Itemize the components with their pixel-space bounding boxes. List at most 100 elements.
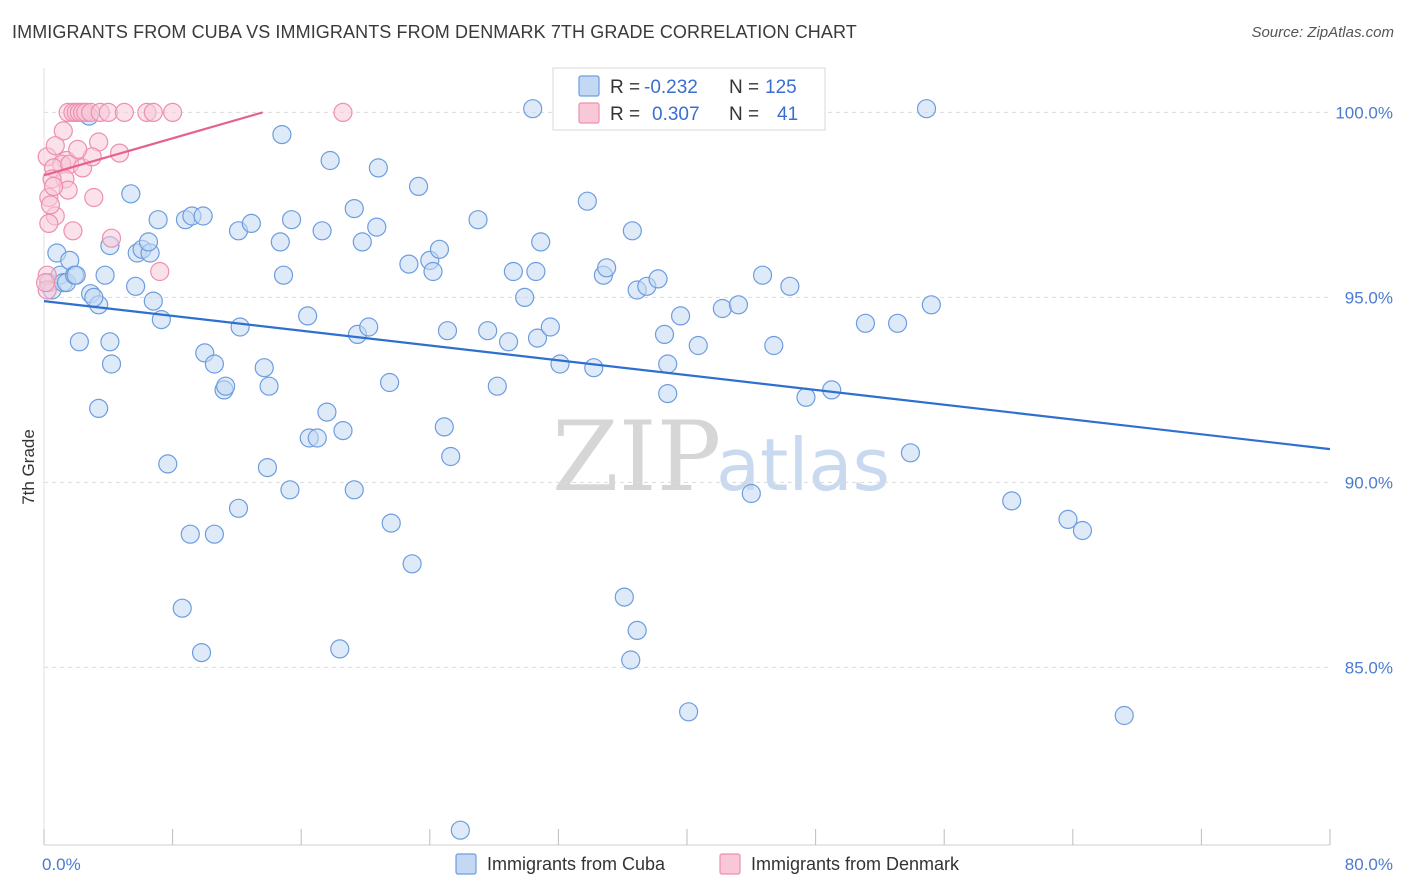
data-point [138, 232, 159, 252]
data-point [916, 99, 937, 119]
data-point [344, 480, 364, 500]
data-point [822, 380, 842, 400]
data-point [1002, 491, 1022, 511]
y-tick-labels: 85.0% 90.0% 95.0% 100.0% [1335, 103, 1393, 677]
correlation-legend: R = -0.232 N = 125 R = 0.307 N = 41 [552, 67, 826, 131]
data-point [1058, 509, 1078, 530]
data-point [352, 232, 372, 252]
data-point [148, 210, 168, 230]
data-point [503, 261, 523, 282]
data-point [441, 446, 461, 467]
data-point [270, 232, 290, 252]
data-point [434, 417, 454, 437]
data-point [679, 702, 699, 722]
trend-lines [43, 111, 1331, 451]
x-tick-labels: 0.0% 80.0% [42, 855, 1393, 874]
legend-r-label-denmark: R = [610, 104, 640, 125]
bottom-legend-label-denmark: Immigrants from Denmark [751, 854, 960, 874]
data-point [320, 150, 340, 171]
data-point [45, 136, 65, 156]
data-point [307, 428, 327, 448]
data-point [280, 480, 300, 500]
data-point [399, 254, 419, 274]
data-point [100, 332, 120, 352]
data-point [712, 298, 732, 319]
data-point [230, 317, 250, 337]
data-point [204, 354, 224, 374]
y-tick-label: 95.0% [1345, 288, 1393, 307]
data-point [658, 384, 678, 404]
data-point [429, 239, 450, 259]
data-point [193, 206, 213, 226]
data-point [531, 232, 551, 252]
data-point [273, 265, 294, 285]
data-point [597, 258, 617, 278]
data-point [272, 125, 292, 145]
series-legend: Immigrants from Cuba Immigrants from Den… [455, 853, 960, 875]
data-point [312, 221, 332, 241]
data-point [741, 483, 761, 504]
data-point [1114, 705, 1134, 726]
data-point [101, 354, 122, 374]
data-point [654, 324, 675, 344]
data-point [450, 820, 470, 840]
data-point [622, 221, 642, 241]
data-point [53, 121, 73, 141]
data-point [241, 213, 261, 233]
legend-swatch-cuba [578, 75, 600, 97]
y-axis-label: 7th Grade [19, 429, 38, 505]
trend-line-cuba [43, 300, 1331, 451]
data-point [254, 358, 274, 378]
series-denmark [36, 102, 353, 300]
y-tick-label: 100.0% [1335, 103, 1393, 122]
source-credit: Source: ZipAtlas.com [1251, 24, 1394, 41]
data-point [69, 332, 89, 352]
data-point [359, 317, 379, 337]
data-point [515, 287, 535, 307]
trend-line-denmark [43, 111, 263, 177]
gridlines [44, 111, 1330, 668]
data-point [526, 261, 546, 282]
data-point [172, 598, 192, 618]
data-point [216, 376, 236, 396]
data-point [658, 354, 678, 374]
x-tick-label-max: 80.0% [1345, 855, 1393, 874]
data-point [670, 306, 691, 326]
data-point [191, 642, 212, 663]
data-point [228, 498, 249, 518]
data-point [84, 287, 104, 307]
data-point [344, 199, 364, 219]
legend-n-value-cuba: 125 [765, 77, 797, 98]
legend-swatch-denmark [578, 102, 600, 124]
data-point [900, 443, 921, 463]
data-point [887, 313, 908, 333]
data-point [89, 398, 109, 418]
data-point [98, 102, 118, 123]
y-tick-label: 85.0% [1345, 658, 1393, 677]
data-point [126, 276, 146, 296]
data-point [764, 335, 784, 356]
data-point [158, 454, 178, 474]
legend-n-label-cuba: N = [729, 77, 759, 98]
data-point [84, 187, 104, 208]
legend-n-label-denmark: N = [729, 104, 759, 125]
bottom-legend-swatch-denmark [719, 853, 741, 875]
data-point [163, 102, 183, 123]
data-point [584, 358, 604, 378]
data-point [143, 291, 163, 311]
data-point [478, 321, 498, 341]
data-points [36, 99, 1134, 840]
y-tick-label: 90.0% [1345, 473, 1393, 492]
data-point [1072, 520, 1093, 541]
data-point [66, 265, 86, 285]
watermark-zip: ZIP [552, 401, 721, 513]
data-point [333, 102, 353, 123]
data-point [648, 269, 668, 289]
bottom-legend-swatch-cuba [455, 853, 477, 875]
data-point [487, 376, 507, 396]
data-point [921, 295, 941, 315]
data-point [259, 376, 279, 396]
data-point [257, 458, 278, 478]
data-point [40, 195, 61, 215]
